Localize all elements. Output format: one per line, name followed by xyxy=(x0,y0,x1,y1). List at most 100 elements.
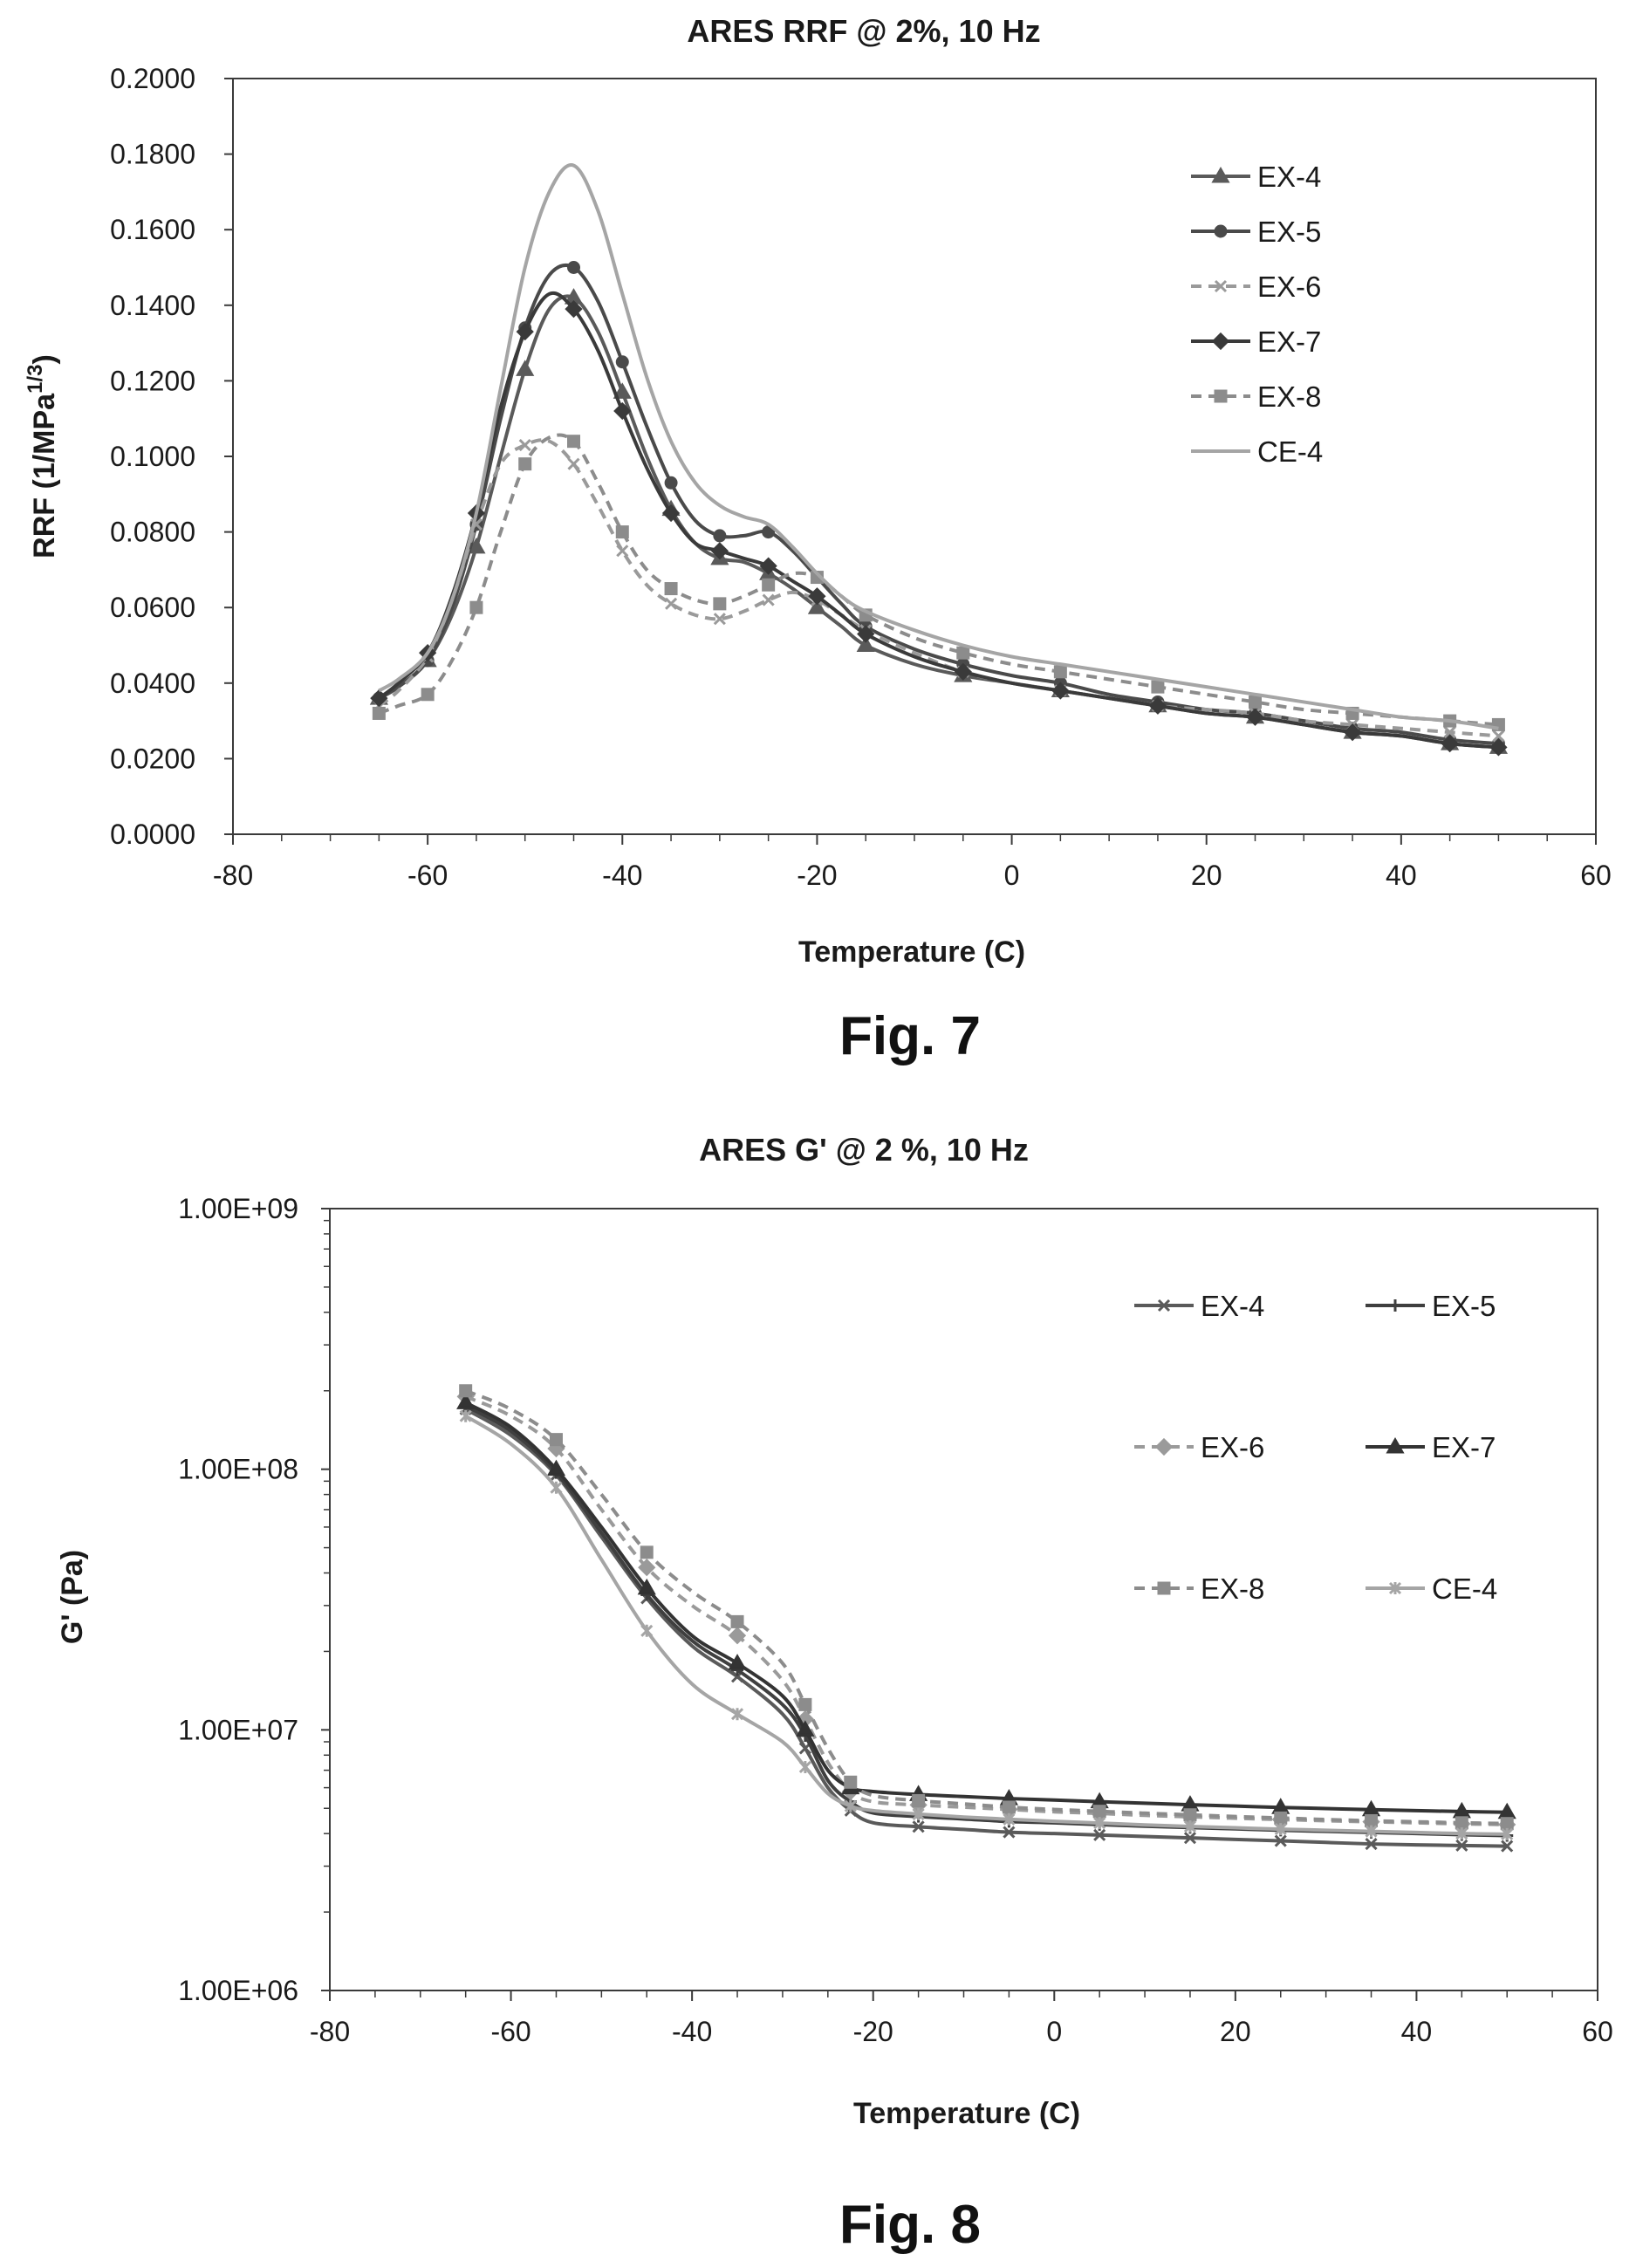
data-point xyxy=(1249,695,1262,709)
data-point xyxy=(456,1393,476,1409)
chart2-y-axis-label: G' (Pa) xyxy=(56,1550,89,1644)
data-point xyxy=(467,537,486,554)
data-point xyxy=(516,322,534,341)
data-point xyxy=(1452,1801,1471,1819)
series-line xyxy=(464,1401,1508,1814)
data-point xyxy=(1002,1800,1016,1814)
legend-marker xyxy=(1386,1436,1405,1454)
data-point xyxy=(808,587,826,606)
data-point xyxy=(640,1545,654,1559)
series-ex-4 xyxy=(369,288,1509,754)
series-ex-4 xyxy=(459,1402,1514,1853)
legend-item-ce-4: CE-4 xyxy=(1366,1573,1497,1605)
data-point xyxy=(1455,1827,1468,1840)
series-line xyxy=(378,438,1499,738)
legend-item-ex-6: EX-6 xyxy=(1134,1431,1264,1463)
series-line xyxy=(464,1388,1508,1826)
data-point xyxy=(1274,1834,1287,1847)
legend-marker xyxy=(1157,1581,1171,1595)
series-line xyxy=(378,291,1499,750)
series-ex-6 xyxy=(373,438,1505,743)
legend-label: EX-6 xyxy=(1257,271,1321,303)
x-tick-label: 20 xyxy=(1191,860,1222,891)
data-point xyxy=(459,1409,472,1422)
legend-item-ex-8: EX-8 xyxy=(1134,1573,1264,1605)
data-point xyxy=(954,662,972,681)
legend-label: EX-6 xyxy=(1201,1431,1264,1463)
x-tick-label: -20 xyxy=(797,860,837,891)
legend-marker xyxy=(1214,389,1228,403)
y-tick-label: 0.1400 xyxy=(110,290,195,321)
legend-label: EX-4 xyxy=(1201,1290,1264,1322)
data-point xyxy=(844,1799,857,1812)
x-tick-label: 40 xyxy=(1386,860,1417,891)
data-point xyxy=(1181,1795,1200,1812)
data-point xyxy=(1501,1840,1514,1853)
legend-item-ce-4: CE-4 xyxy=(1191,435,1323,468)
x-tick-label: -40 xyxy=(672,2016,712,2047)
data-point xyxy=(956,646,970,660)
legend-marker xyxy=(1388,1581,1402,1595)
data-point xyxy=(710,542,729,560)
y-tick-label: 0.1800 xyxy=(110,139,195,170)
data-point xyxy=(762,578,776,592)
data-point xyxy=(1497,1802,1516,1819)
chart-gprime: ARES G' @ 2 %, 10 Hz 1.00E+06 1.00E+07 1.0… xyxy=(56,1132,1613,2130)
chart1-title: ARES RRF @ 2%, 10 Hz xyxy=(687,13,1040,49)
y-tick-label: 1.00E+07 xyxy=(178,1714,298,1745)
data-point xyxy=(1443,726,1456,739)
data-point xyxy=(546,1459,566,1477)
series-line xyxy=(378,163,1499,730)
x-tick-label: 0 xyxy=(1046,2016,1062,2047)
y-tick-label: 0.0400 xyxy=(110,668,195,699)
legend-label: EX-5 xyxy=(1432,1290,1496,1322)
x-tick-label: -80 xyxy=(310,2016,350,2047)
x-tick-label: 20 xyxy=(1220,2016,1251,2047)
series-ex-5 xyxy=(459,1400,1514,1842)
legend-marker xyxy=(1214,279,1228,293)
data-point xyxy=(1343,723,1362,742)
series-ex-6 xyxy=(456,1388,1516,1834)
data-point xyxy=(1246,708,1264,726)
data-point xyxy=(1003,1812,1016,1826)
data-point xyxy=(1441,734,1459,753)
legend-item-ex-5: EX-5 xyxy=(1366,1290,1496,1322)
data-point xyxy=(1183,1832,1197,1845)
data-point xyxy=(759,557,777,575)
data-point xyxy=(713,529,727,543)
series-ex-5 xyxy=(372,261,1505,750)
y-tick-label: 0.2000 xyxy=(110,63,195,94)
chart1-x-axis-label: Temperature (C) xyxy=(798,935,1025,969)
data-point xyxy=(1093,1817,1106,1830)
data-point xyxy=(1365,1837,1378,1851)
data-point xyxy=(638,1559,656,1577)
series-ex-7 xyxy=(456,1393,1516,1819)
y-tick-label: 1.00E+08 xyxy=(178,1454,298,1485)
data-point xyxy=(661,504,681,523)
legend-item-ex-6: EX-6 xyxy=(1191,271,1321,303)
legend-marker xyxy=(1211,332,1230,351)
y-tick-label: 0.0600 xyxy=(110,592,195,623)
data-point xyxy=(912,1793,926,1807)
data-point xyxy=(762,525,776,539)
data-point xyxy=(1455,1839,1468,1852)
x-tick-label: -40 xyxy=(602,860,642,891)
data-point xyxy=(762,593,775,606)
data-point xyxy=(615,355,629,369)
x-tick-label: -60 xyxy=(407,860,448,891)
data-point xyxy=(1455,1816,1468,1830)
y-tick-label: 0.1000 xyxy=(110,441,195,472)
data-point xyxy=(728,1654,747,1670)
data-point xyxy=(1183,1819,1197,1833)
data-point xyxy=(567,457,580,470)
data-point xyxy=(550,1481,563,1494)
data-point xyxy=(469,600,483,614)
data-point xyxy=(613,382,632,399)
chart2-plot-frame xyxy=(329,1208,1598,1991)
chart2-title: ARES G' @ 2 %, 10 Hz xyxy=(699,1132,1029,1168)
data-point xyxy=(730,1708,744,1721)
data-point xyxy=(857,625,875,643)
y-tick-label: 0.1600 xyxy=(110,214,195,245)
series-ce-4 xyxy=(378,163,1499,730)
legend-item-ex-4: EX-4 xyxy=(1191,161,1321,193)
